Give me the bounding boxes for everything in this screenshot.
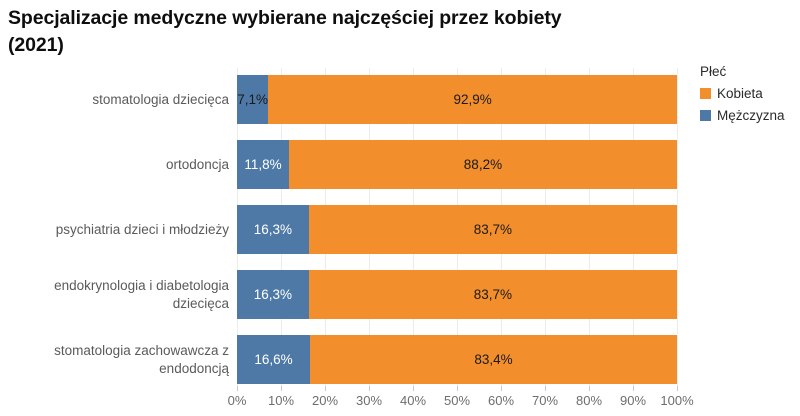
x-axis-tick xyxy=(545,386,546,391)
value-label: 83,4% xyxy=(474,352,513,367)
value-label: 11,8% xyxy=(244,157,282,172)
x-axis-tick xyxy=(237,386,238,391)
bar-segment-kobieta: 88,2% xyxy=(288,140,677,189)
legend-title: Płeć xyxy=(700,64,727,79)
bar-row: 16,3% 83,7% xyxy=(237,270,677,319)
legend-item: Kobieta xyxy=(700,86,785,101)
category-label: ortodoncja xyxy=(165,156,229,172)
x-axis-tick-label: 60% xyxy=(487,393,515,408)
category-label: stomatologia dziecięca xyxy=(92,91,229,107)
x-axis-tick xyxy=(589,386,590,391)
x-axis-tick xyxy=(677,386,678,391)
legend-item-label: Mężczyzna xyxy=(717,108,785,123)
x-axis-tick xyxy=(413,386,414,391)
value-label: 88,2% xyxy=(463,157,503,172)
bar-segment-kobieta: 92,9% xyxy=(268,75,677,124)
legend-items: Kobieta Mężczyzna xyxy=(700,86,785,123)
legend-item-label: Kobieta xyxy=(717,86,763,101)
x-axis-tick-label: 100% xyxy=(660,393,694,408)
x-axis-tick xyxy=(281,386,282,391)
legend-item: Mężczyzna xyxy=(700,108,785,123)
bar-row: 16,6% 83,4% xyxy=(237,335,677,384)
x-axis-tick xyxy=(369,386,370,391)
x-axis-tick-label: 40% xyxy=(399,393,427,408)
x-axis-tick xyxy=(501,386,502,391)
bar-segment-mezczyzna: 7,1% xyxy=(237,75,269,124)
x-axis-tick xyxy=(325,386,326,391)
category-label: endokrynologia i diabetologia dziecięca xyxy=(54,277,229,311)
x-axis-tick-label: 50% xyxy=(443,393,471,408)
bar-row: 7,1% 92,9% xyxy=(237,75,677,124)
x-axis-tick-label: 30% xyxy=(355,393,383,408)
chart-title-line2: (2021) xyxy=(8,34,64,56)
x-axis-tick-label: 20% xyxy=(311,393,339,408)
bar-row: 16,3% 83,7% xyxy=(237,205,677,254)
x-axis-tick xyxy=(633,386,634,391)
x-axis-tick xyxy=(457,386,458,391)
bar-segment-kobieta: 83,4% xyxy=(310,335,677,384)
bar-segment-mezczyzna: 16,3% xyxy=(237,270,309,319)
value-label: 16,3% xyxy=(253,222,292,237)
chart-title-line1: Specjalizacje medyczne wybierane najczęś… xyxy=(8,7,562,29)
bar-segment-kobieta: 83,7% xyxy=(308,270,677,319)
value-label: 7,1% xyxy=(237,92,268,107)
value-label: 16,6% xyxy=(254,352,293,367)
x-axis-tick-label: 70% xyxy=(531,393,559,408)
value-label: 92,9% xyxy=(453,92,492,107)
x-axis-tick-label: 0% xyxy=(227,393,247,408)
bar-row: 11,8% 88,2% xyxy=(237,140,677,189)
chart-title: Specjalizacje medyczne wybierane najczęś… xyxy=(8,5,708,59)
x-axis-tick-label: 90% xyxy=(619,393,647,408)
legend-swatch-kobieta xyxy=(700,88,711,99)
legend-swatch-mezczyzna xyxy=(700,110,711,121)
bar-segment-mezczyzna: 11,8% xyxy=(237,140,289,189)
legend: Płeć Kobieta Mężczyzna xyxy=(700,64,785,130)
x-axis-tick-label: 80% xyxy=(575,393,603,408)
gridline xyxy=(677,68,678,386)
x-axis-tick-label: 10% xyxy=(267,393,295,408)
bar-segment-mezczyzna: 16,6% xyxy=(237,335,311,384)
category-label: psychiatria dzieci i młodzieży xyxy=(55,221,229,237)
value-label: 16,3% xyxy=(253,287,292,302)
bar-segment-kobieta: 83,7% xyxy=(308,205,677,254)
value-label: 83,7% xyxy=(473,287,512,302)
value-label: 83,7% xyxy=(473,222,512,237)
category-label: stomatologia zachowawcza z endodoncją xyxy=(54,342,229,376)
bar-segment-mezczyzna: 16,3% xyxy=(237,205,309,254)
